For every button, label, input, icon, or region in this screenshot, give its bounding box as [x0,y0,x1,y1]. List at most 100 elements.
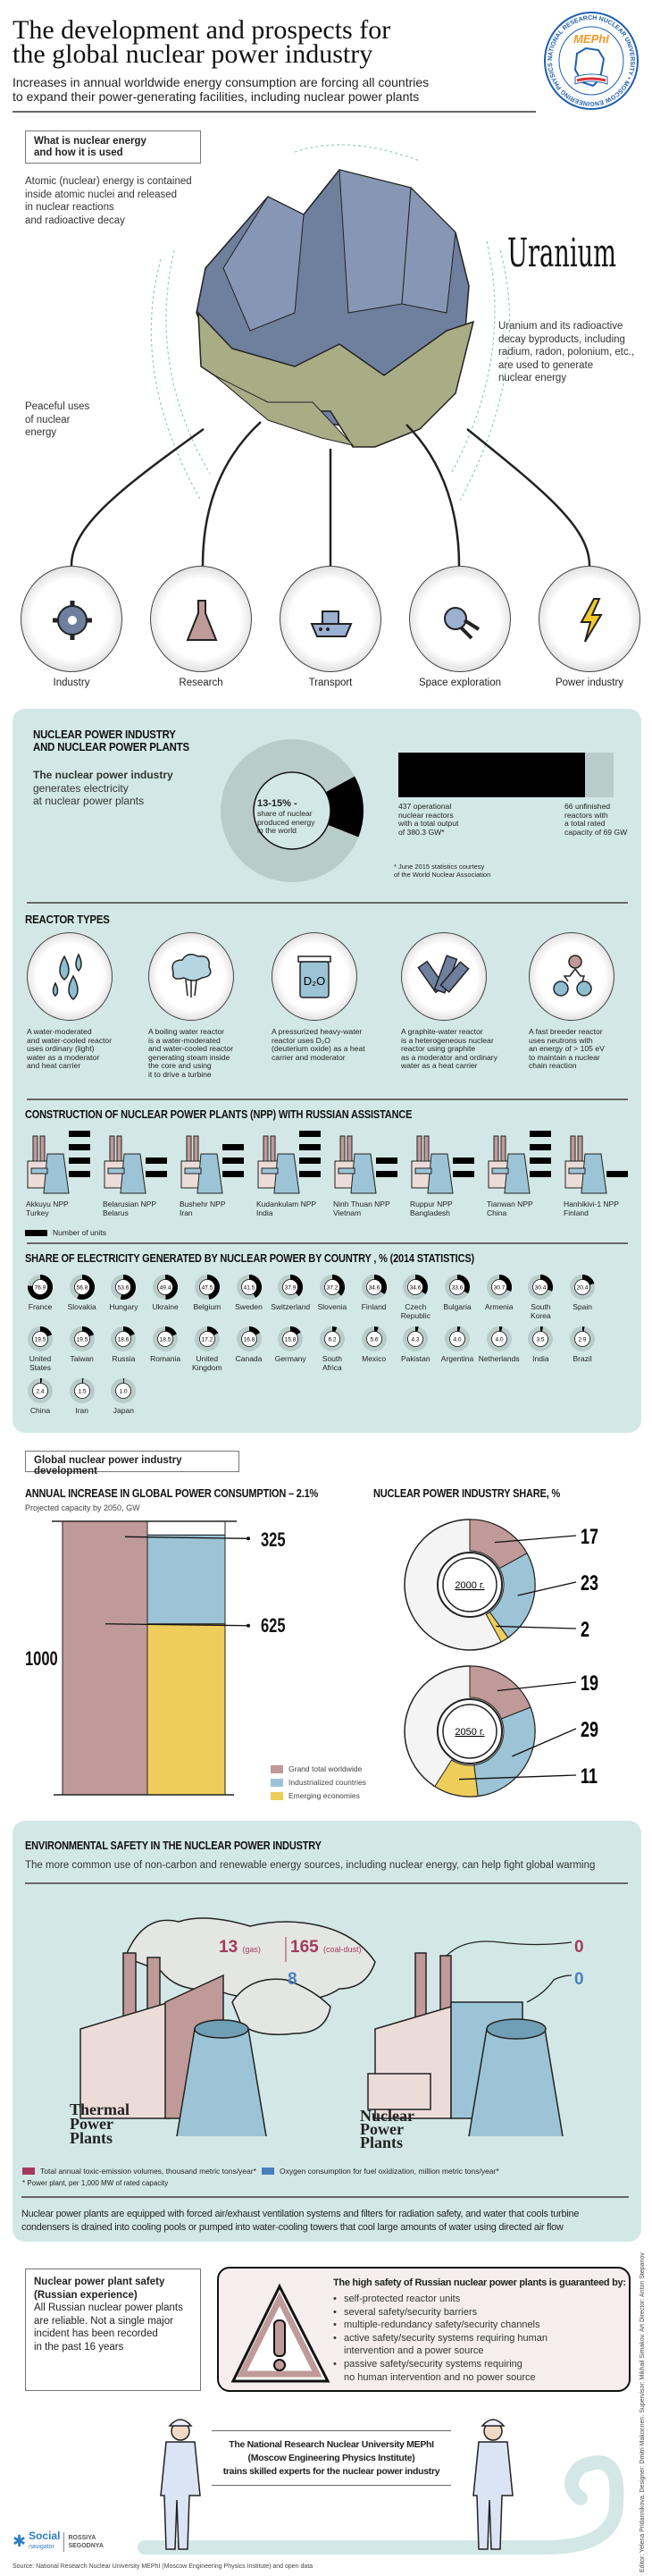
unit-bar [530,1158,551,1164]
neutron-fission-icon [553,955,592,997]
country-donut: 47.5 [194,1275,220,1300]
npp-icon [104,1135,146,1194]
text-line: A pressurized heavy-water [272,1027,363,1036]
text-line: generating steam inside [148,1052,230,1062]
safety-heading: The high safety of Russian nuclear power… [333,2277,626,2288]
jar-label: D₂O [304,974,326,988]
npp-name: Ninh Thuan NPP [333,1200,390,1208]
title-line: the global nuclear power industry [13,39,373,69]
text-line: are reliable. Not a single major [34,2315,173,2327]
country-donut: 18.6 [111,1326,137,1351]
text-line: of nuclear [25,414,71,425]
industrialized-bar [146,1534,226,1625]
atomic-energy-text: Atomic (nuclear) energy is contained ins… [25,175,192,227]
graphite-blocks-icon [417,955,470,994]
grand-total-value: 1000 [25,1647,58,1670]
country-label: Brazil [557,1354,607,1364]
text-line: nuclear energy [498,373,567,383]
donut-value: 6.2 [328,1337,336,1343]
text-line: water as a heat carrier [401,1061,478,1071]
lead-bold: The nuclear power industry [33,769,173,781]
npp-label: Hanhikivi-1 NPP Finland [564,1200,619,1217]
text-line: Atomic (nuclear) energy is contained [25,176,192,187]
emerging-value: 625 [261,1614,286,1637]
npi-title: NUCLEAR POWER INDUSTRY AND NUCLEAR POWER… [33,728,189,753]
reactor-description: A fast breeder reactor uses neutrons with… [529,1027,652,1071]
donut-value: 18.5 [160,1337,171,1343]
environment-footnote: * Power plant, per 1,000 MW of rated cap… [22,2179,169,2187]
npp-label: Ninh Thuan NPP Vietnam [333,1200,390,1217]
text-line: Slovakia [67,1302,96,1311]
text-line: and water-cooled reactor [27,1035,113,1045]
text-line: Mexico [362,1354,387,1363]
country-donut: 3.5 [528,1326,554,1351]
safety-bullet: • several safety/security barriers [333,2306,548,2319]
npp-name: Kudankulam NPP [256,1200,317,1208]
donut-value: 49.4 [160,1285,171,1292]
reactor-type-item [27,932,113,1021]
text-line: and radioactive decay [25,215,125,226]
development-box: Global nuclear power industry developmen… [25,1451,239,1477]
text-line: Argentina [440,1354,474,1363]
npp-icon [334,1135,377,1194]
donut-value-arc [76,1275,95,1300]
country-donut: 15.8 [278,1326,304,1351]
npp-name: Hanhikivi-1 NPP [564,1200,619,1208]
text-line: reactor using graphite [401,1044,476,1054]
country-label: China [15,1406,65,1416]
npp-label: Kudankulam NPP India [256,1200,316,1217]
uranium-description: Uranium and its radioactive decay byprod… [498,320,634,385]
country-label: United Kingdom [182,1354,232,1372]
donut-value-arc [123,1326,136,1336]
bullet-dot: • [333,2358,337,2370]
unit-bar [146,1158,167,1164]
text-line: it to drive a turbine [148,1069,212,1079]
leader-line [446,1940,573,1957]
emerging-segment [434,1759,479,1797]
country-donut: 16.8 [236,1326,262,1351]
reactor-types-title: REACTOR TYPES [25,913,110,926]
country-donut: 4.0 [445,1326,470,1351]
unit-bar [69,1131,90,1137]
country-donut: 56.8 [69,1275,95,1300]
legend-swatch-oxygen [262,2168,274,2175]
legend-label: Number of units [53,1228,106,1237]
text-line: Power [360,2120,404,2138]
bullet-dot: • [333,2332,337,2344]
text-line: with a total output [398,819,459,829]
engineer-figure [160,2419,201,2550]
text-line: a total rated [564,819,606,829]
text-line: uses neutrons with [529,1035,593,1045]
npp-icon [564,1135,607,1194]
country-label: Romania [140,1354,190,1364]
donut-value: 1.0 [120,1389,128,1395]
text-line: Czech [405,1302,427,1311]
text-line: share of nuclear [257,809,313,818]
country-donut: 5.6 [361,1326,387,1351]
text-line: States [29,1362,52,1372]
reactor-description: A boiling water reactor is a water-modera… [148,1027,273,1080]
brand-text: SEGODNYA [68,2542,104,2549]
country-label: Sweden [224,1302,274,1312]
npi-lead: The nuclear power industry generates ele… [33,769,173,808]
npp-name: Tianwan NPP [487,1200,533,1208]
text-line: (deuterium oxide) as a heat [272,1044,365,1054]
divider [212,2485,451,2486]
share-value: 29 [581,1719,598,1742]
text-line: A graphite-water reactor [401,1027,483,1036]
country-label: India [515,1354,565,1364]
country-donut: 2.4 [28,1378,53,1403]
text-line: United [29,1354,52,1363]
credits: Editor: Yelena Pridannikova. Designer: D… [639,2252,646,2572]
lightning-icon [580,598,603,643]
text-line: Finland [361,1302,387,1311]
use-label: Research [179,678,223,688]
npp-country: Finland [564,1208,589,1217]
donut-value: 4.3 [412,1337,420,1343]
power-plants-illustration [79,1917,573,2136]
unit-bar [453,1158,474,1164]
uranium-illustration [70,144,591,567]
share-value: 19 [581,1672,598,1696]
text-line: Korea [531,1310,551,1320]
text-line: Iran [75,1406,89,1415]
